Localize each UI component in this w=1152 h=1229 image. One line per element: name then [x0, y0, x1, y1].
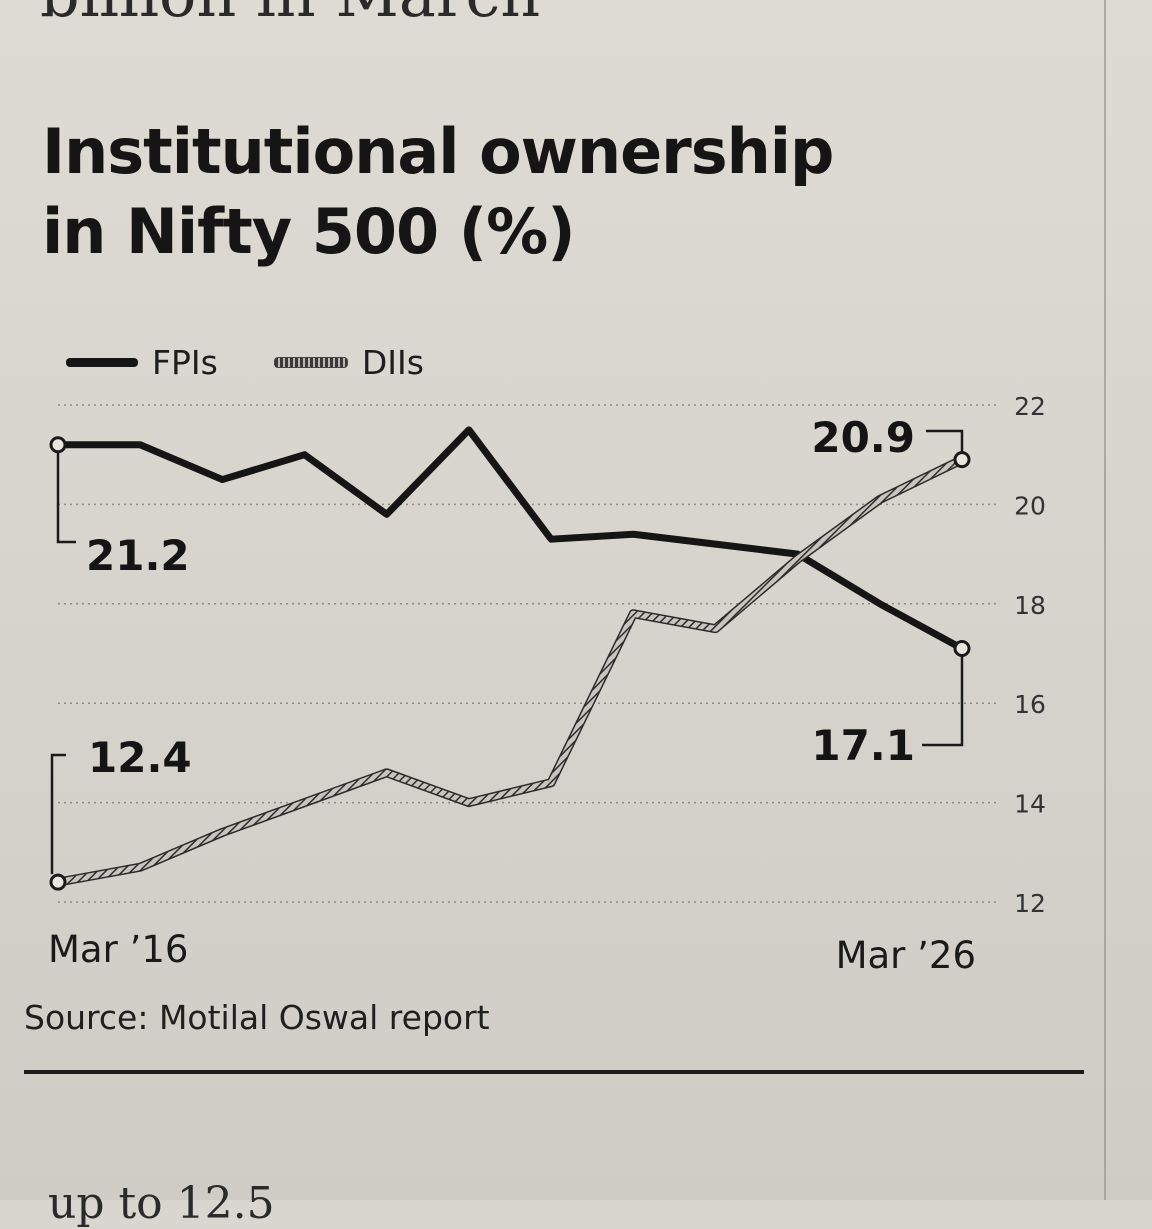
previous-headline-fragment: billion in March [40, 0, 540, 31]
endpoint-marker-diis-end [953, 451, 971, 469]
endpoint-marker-fpis-end [953, 640, 971, 658]
y-tick-label-16: 16 [1014, 690, 1046, 719]
bottom-rule [24, 1070, 1084, 1074]
chart-title-line-2: in Nifty 500 (%) [42, 195, 576, 268]
legend-item-diis: DIIs [273, 342, 424, 382]
callout-label-fpis-start: 21.2 [86, 531, 190, 580]
chart-source: Source: Motilal Oswal report [24, 998, 490, 1037]
callout-label-fpis-end: 17.1 [811, 721, 915, 770]
callout-label-diis-end: 20.9 [811, 413, 915, 462]
callout-leader-diis-start [50, 753, 66, 875]
chart-title: Institutional ownership in Nifty 500 (%) [42, 112, 1002, 272]
legend-label-diis: DIIs [361, 342, 424, 382]
legend-item-fpis: FPIs [66, 343, 218, 382]
y-tick-label-18: 18 [1014, 591, 1046, 620]
legend-swatch-diis [273, 356, 348, 368]
series-line-fpis [54, 426, 966, 653]
y-axis-ticks: 12 14 16 18 20 22 [1014, 392, 1046, 918]
y-tick-label-14: 14 [1014, 790, 1046, 819]
y-tick-label-12: 12 [1014, 889, 1046, 918]
x-axis-labels: Mar ’16 Mar ’26 [48, 928, 976, 977]
endpoint-marker-fpis-start [49, 436, 67, 454]
series-line-diis [55, 456, 965, 886]
value-callouts: 21.2 17.1 12.4 20.9 [50, 413, 964, 875]
series-lines [53, 426, 967, 887]
callout-leader-fpis-end [922, 656, 964, 747]
series-line-outline-diis [53, 455, 967, 887]
y-tick-label-22: 22 [1014, 392, 1046, 421]
chart-legend: FPIs DIIs [66, 340, 480, 384]
column-divider [1104, 0, 1106, 1200]
endpoint-markers [49, 436, 971, 891]
endpoint-marker-diis-start [49, 873, 67, 891]
legend-label-fpis: FPIs [152, 342, 218, 382]
next-article-fragment: up to 12.5 [48, 1178, 275, 1229]
callout-label-diis-start: 12.4 [88, 733, 192, 782]
legend-swatch-fpis [66, 357, 138, 367]
y-tick-label-20: 20 [1014, 491, 1046, 520]
callout-leader-diis-end [926, 429, 964, 452]
x-axis-label-start: Mar ’16 [48, 928, 188, 971]
gridlines [58, 404, 1000, 903]
callout-leader-fpis-start [56, 452, 76, 544]
chart-title-line-1: Institutional ownership [42, 115, 834, 188]
x-axis-label-end: Mar ’26 [836, 934, 976, 977]
